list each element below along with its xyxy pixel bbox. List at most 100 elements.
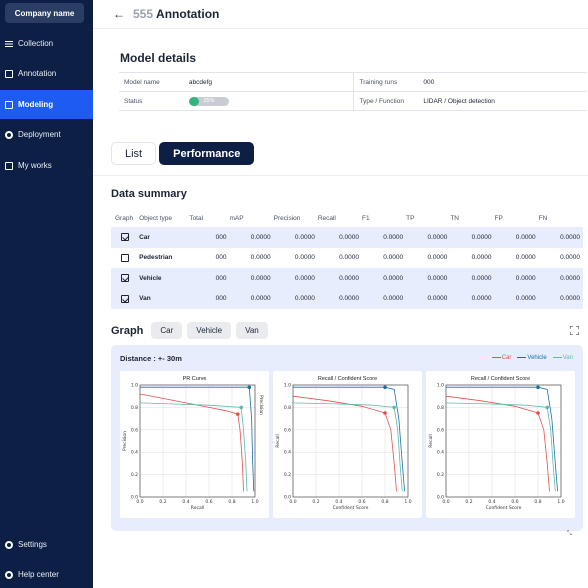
y-tick-label: 0.0: [437, 495, 444, 501]
graph-header: Graph Car Vehicle Van: [111, 322, 268, 339]
chart-title: PR Curve: [182, 376, 207, 382]
expand-icon[interactable]: [570, 326, 579, 335]
map-cell: 0.0000: [250, 254, 271, 262]
column-header: Precision: [273, 215, 301, 222]
series-marker: [545, 405, 549, 410]
total-cell: 000: [215, 254, 227, 262]
x-tick-label: 0.4: [335, 499, 342, 505]
page-header: ← 555 Annotation: [93, 0, 588, 29]
sidebar-item-help-center[interactable]: Help center: [0, 560, 93, 588]
sidebar-item-annotation[interactable]: Annotation: [0, 59, 93, 88]
f1-cell: 0.0000: [383, 254, 404, 262]
y-tick-label: 0.6: [437, 427, 444, 433]
graph-checkbox[interactable]: [121, 233, 129, 242]
legend: Car Vehicle Van: [491, 355, 573, 361]
y-tick-label: 1.0: [131, 383, 138, 389]
fn-cell: 0.0000: [560, 254, 580, 262]
f1-cell: 0.0000: [361, 268, 407, 289]
precision-cell: 0.0000: [294, 254, 315, 262]
series-line: [293, 386, 405, 492]
graph-title: Graph: [111, 324, 144, 337]
x-tick-label: 0.4: [182, 499, 189, 505]
series-line: [140, 386, 255, 492]
graph-panel: Distance : +- 30m Car Vehicle Van PR Cur…: [111, 345, 583, 531]
x-tick-label: 1.0: [557, 499, 564, 505]
sidebar-item-label: Collection: [18, 39, 54, 48]
tab-performance[interactable]: Performance: [159, 142, 255, 165]
x-tick-label: 0.8: [228, 499, 235, 505]
chip-vehicle[interactable]: Vehicle: [187, 322, 232, 339]
map-cell: 0.0000: [229, 227, 274, 248]
map-cell: 0.0000: [229, 268, 274, 289]
page-title-number: 555: [133, 7, 154, 21]
total-cell: 000: [189, 288, 230, 309]
column-header: F1: [361, 215, 370, 222]
graph-checkbox[interactable]: [121, 274, 129, 283]
y-tick-label: 1.0: [437, 383, 444, 389]
table-row[interactable]: Pedestrian 000 0.0000 0.0000 0.0000 0.00…: [111, 248, 583, 269]
x-tick-label: 0.2: [159, 499, 166, 505]
back-arrow-icon[interactable]: ←: [113, 7, 125, 21]
status-progress-bar: 25%: [188, 96, 229, 106]
x-tick-label: 0.2: [465, 499, 472, 505]
table-row[interactable]: Vehicle 000 0.0000 0.0000 0.0000 0.0000 …: [111, 268, 583, 289]
table-row[interactable]: Van 000 0.0000 0.0000 0.0000 0.0000 0.00…: [111, 288, 583, 309]
column-header: FP: [494, 215, 503, 222]
data-summary-table: Graph Object type Total mAP Precision Re…: [111, 210, 583, 309]
column-header: TN: [450, 215, 459, 222]
tn-cell: 0.0000: [471, 254, 492, 262]
company-name-button[interactable]: Company name: [5, 3, 84, 23]
details-row: Model name abcdefg Training runs 000: [119, 72, 587, 92]
divider: [93, 175, 588, 176]
sidebar-item-collection[interactable]: Collection: [0, 29, 93, 58]
series-marker: [247, 385, 252, 390]
y-tick-label: 0.2: [131, 472, 138, 478]
graph-checkbox[interactable]: [121, 253, 129, 262]
fn-cell: 0.0000: [538, 227, 583, 248]
graph-checkbox[interactable]: [121, 294, 129, 303]
table-row[interactable]: Car 000 0.0000 0.0000 0.0000 0.0000 0.00…: [111, 227, 583, 248]
x-axis-label: Confident Score: [486, 505, 522, 511]
sidebar-item-settings[interactable]: Settings: [0, 530, 93, 559]
type-function-label: Type / Function: [359, 97, 404, 105]
sidebar-item-label: Help center: [18, 570, 59, 579]
x-tick-label: 0.6: [358, 499, 365, 505]
model-name-label: Model name: [124, 78, 160, 86]
series-marker: [383, 385, 387, 390]
column-header: Total: [189, 215, 204, 222]
series-marker: [239, 405, 243, 410]
y-axis-label: Recall: [428, 434, 434, 447]
plot-frame: [139, 384, 256, 498]
x-axis-label: Recall: [191, 505, 204, 511]
series-line: [292, 395, 397, 492]
chip-car[interactable]: Car: [151, 322, 183, 339]
help-icon: [5, 570, 13, 579]
y-tick-label: 0.2: [437, 472, 444, 478]
sidebar-item-my-works[interactable]: My works: [0, 151, 93, 180]
sidebar-item-label: My works: [18, 161, 52, 170]
precision-cell: 0.0000: [273, 227, 318, 248]
collapse-icon[interactable]: ⤡: [567, 531, 572, 537]
fn-cell: 0.0000: [538, 288, 583, 309]
precision-cell: 0.0000: [273, 268, 318, 289]
series-line: [139, 393, 244, 492]
sidebar-item-modeling[interactable]: Modeling: [0, 90, 93, 119]
y-tick-label: 1.0: [284, 383, 291, 389]
legend-item-car: Car: [491, 355, 511, 361]
tn-cell: 0.0000: [450, 288, 495, 309]
column-header: TP: [406, 215, 415, 222]
chip-van[interactable]: Van: [236, 322, 268, 339]
view-tabs: List Performance: [111, 142, 255, 165]
tab-list[interactable]: List: [111, 142, 157, 165]
fp-cell: 0.0000: [494, 268, 539, 289]
sidebar: Company name Collection Annotation Model…: [0, 0, 93, 588]
secondary-axis-label: Precision: [258, 395, 264, 415]
sidebar-item-deployment[interactable]: Deployment: [0, 120, 93, 149]
x-tick-label: 1.0: [404, 499, 411, 505]
tp-cell: 0.0000: [406, 288, 451, 309]
plot-frame: [292, 384, 409, 498]
recall-cell: 0.0000: [317, 288, 362, 309]
x-tick-label: 0.6: [511, 499, 518, 505]
object-type-cell: Pedestrian: [139, 254, 173, 262]
sidebar-item-label: Annotation: [18, 69, 57, 78]
